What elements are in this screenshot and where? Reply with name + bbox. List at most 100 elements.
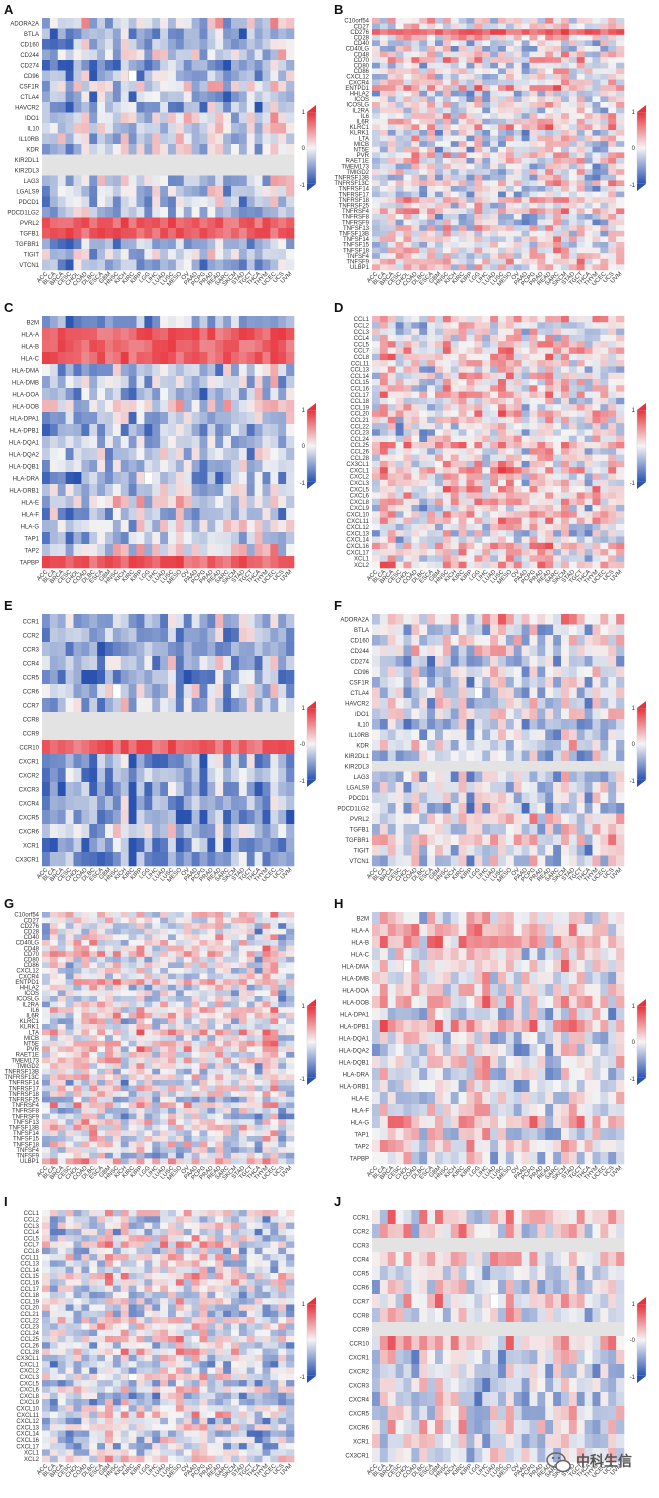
- heatmap-cell: [568, 404, 578, 411]
- heatmap-cell: [49, 217, 59, 229]
- heatmap-cell: [568, 353, 578, 361]
- heatmap-cell: [112, 81, 122, 92]
- heatmap-cell: [490, 135, 499, 142]
- heatmap-cell: [537, 316, 546, 323]
- heatmap-cell: [490, 391, 499, 399]
- heatmap-cell: [152, 123, 161, 134]
- heatmap-cell: [175, 556, 185, 569]
- heatmap-cell: [521, 230, 530, 237]
- heatmap-cell: [600, 442, 609, 449]
- heatmap-cell: [183, 328, 192, 341]
- heatmap-cell: [584, 152, 593, 159]
- heatmap-cell: [128, 376, 137, 389]
- heatmap-cell: [372, 511, 381, 518]
- heatmap-cell: [199, 364, 208, 377]
- heatmap-cell: [403, 113, 412, 120]
- heatmap-cell: [545, 498, 554, 506]
- heatmap-cell: [419, 96, 428, 103]
- heatmap-cell: [136, 412, 145, 425]
- heatmap-cell: [65, 60, 74, 71]
- heatmap-cell: [120, 496, 129, 509]
- heatmap-cell: [120, 400, 129, 413]
- heatmap-cell: [498, 347, 507, 355]
- heatmap-cell: [600, 385, 609, 392]
- heatmap-cell: [411, 517, 420, 525]
- heatmap-cell: [175, 249, 185, 260]
- heatmap-cell: [568, 247, 578, 254]
- heatmap-cell: [120, 18, 129, 29]
- row-label: CCL15: [350, 380, 369, 386]
- heatmap-cell: [105, 436, 114, 449]
- heatmap-cell: [278, 642, 287, 657]
- heatmap-cell: [152, 102, 161, 113]
- heatmap-cell: [246, 18, 255, 29]
- heatmap-cell: [270, 144, 279, 155]
- heatmap-cell: [254, 810, 263, 825]
- heatmap-cell: [545, 391, 554, 399]
- column-label: OV: [511, 569, 521, 579]
- heatmap-cell: [584, 429, 593, 436]
- heatmap-cell: [254, 112, 263, 124]
- heatmap-cell: [175, 642, 185, 657]
- heatmap-cell: [286, 496, 295, 509]
- heatmap-cell: [600, 460, 609, 468]
- heatmap-cell: [136, 259, 145, 271]
- heatmap-cell: [521, 62, 530, 69]
- heatmap-cell: [270, 133, 279, 145]
- heatmap-cell: [411, 536, 420, 544]
- heatmap-cell: [238, 754, 248, 769]
- heatmap-cell: [168, 249, 177, 260]
- heatmap-cell: [474, 79, 483, 86]
- heatmap-cell: [561, 454, 570, 462]
- heatmap-cell: [474, 40, 483, 47]
- heatmap-cell: [73, 712, 82, 727]
- heatmap-cell: [419, 416, 428, 424]
- heatmap-cell: [223, 228, 232, 239]
- heatmap-cell: [262, 196, 271, 208]
- row-label: CX3CL1: [346, 462, 369, 468]
- heatmap-cell: [466, 372, 475, 380]
- heatmap-cell: [215, 628, 224, 643]
- heatmap-cell: [403, 536, 412, 544]
- heatmap-cell: [474, 454, 483, 462]
- row-label: TMIGD2: [346, 170, 369, 176]
- heatmap-cell: [270, 91, 279, 103]
- heatmap-cell: [254, 186, 263, 197]
- heatmap-cell: [435, 536, 444, 544]
- heatmap-cell: [97, 70, 106, 82]
- heatmap-cell: [120, 436, 129, 449]
- heatmap-cell: [160, 228, 169, 239]
- heatmap-cell: [81, 102, 90, 113]
- heatmap-cell: [513, 130, 522, 136]
- heatmap-cell: [419, 85, 428, 92]
- heatmap-cell: [584, 202, 593, 209]
- heatmap-cell: [215, 544, 224, 557]
- heatmap-cell: [73, 81, 82, 92]
- heatmap-cell: [262, 112, 271, 124]
- heatmap-cell: [112, 472, 122, 485]
- heatmap-cell: [419, 492, 428, 499]
- heatmap-cell: [175, 144, 185, 155]
- heatmap-cell: [387, 23, 396, 30]
- heatmap-cell: [152, 782, 161, 797]
- heatmap-cell: [379, 385, 389, 392]
- heatmap-cell: [568, 561, 578, 569]
- heatmap-cell: [529, 90, 538, 97]
- heatmap-cell: [442, 163, 452, 170]
- heatmap-cell: [450, 360, 459, 367]
- heatmap-cell: [278, 810, 287, 825]
- heatmap-cell: [105, 740, 114, 755]
- heatmap-cell: [521, 146, 530, 153]
- heatmap-cell: [270, 484, 279, 497]
- heatmap-cell: [231, 376, 240, 389]
- heatmap-cell: [238, 112, 248, 124]
- heatmap-cell: [254, 684, 263, 699]
- heatmap-cell: [521, 423, 530, 430]
- heatmap-cell: [152, 400, 161, 413]
- heatmap-cell: [600, 416, 609, 424]
- heatmap-cell: [545, 523, 554, 531]
- heatmap-cell: [553, 517, 562, 525]
- heatmap-cell: [521, 498, 530, 506]
- heatmap-cell: [427, 341, 436, 348]
- heatmap-cell: [262, 175, 271, 187]
